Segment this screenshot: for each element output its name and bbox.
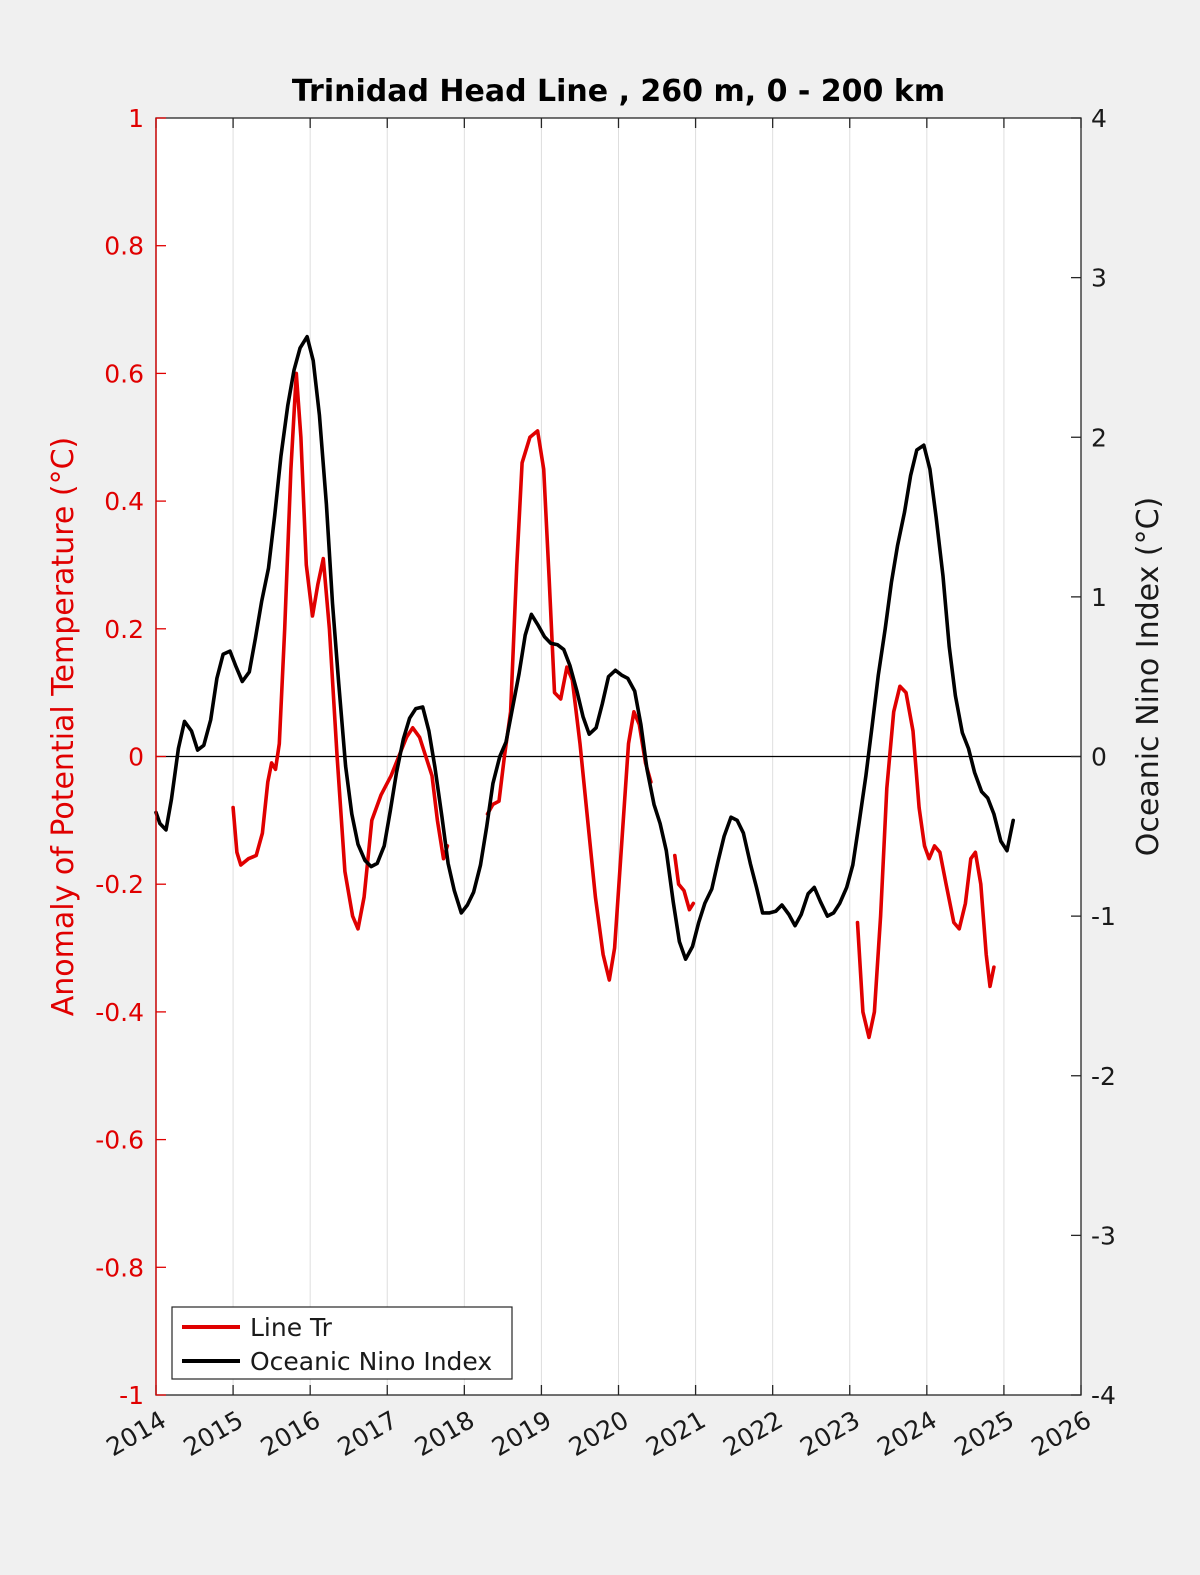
y-axis-left-label: Anomaly of Potential Temperature (°C) bbox=[46, 437, 81, 1016]
y-left-tick-label--1: -1 bbox=[119, 1381, 144, 1410]
y-right-tick-label-4: 4 bbox=[1091, 104, 1107, 133]
y-right-tick-label-2: 2 bbox=[1091, 423, 1107, 452]
series-line-line-tr-segment-2 bbox=[673, 853, 696, 912]
y-right-tick-label--1: -1 bbox=[1091, 902, 1116, 931]
y-right-tick-label-0: 0 bbox=[1091, 743, 1107, 772]
y-left-tick-label--0.6: -0.6 bbox=[95, 1126, 144, 1155]
y-left-tick-label--0.4: -0.4 bbox=[95, 998, 144, 1027]
series-layer bbox=[154, 334, 1015, 1040]
series-line-line-tr-segment-3 bbox=[855, 684, 996, 1040]
series-line-oni-segment-0 bbox=[154, 334, 1015, 961]
y-right-tick-label--4: -4 bbox=[1091, 1381, 1116, 1410]
y-left-tick-label-1: 1 bbox=[128, 104, 144, 133]
chart-title: Trinidad Head Line , 260 m, 0 - 200 km bbox=[292, 74, 945, 109]
y-axis-right-label: Oceanic Nino Index (°C) bbox=[1131, 497, 1166, 857]
y-left-tick-label--0.2: -0.2 bbox=[95, 870, 144, 899]
y-left-tick-label--0.8: -0.8 bbox=[95, 1253, 144, 1282]
y-right-tick-label-3: 3 bbox=[1091, 264, 1107, 293]
legend-label-line-tr: Line Tr bbox=[250, 1313, 333, 1342]
legend: Line Tr Oceanic Nino Index bbox=[171, 1306, 513, 1380]
y-right-tick-label-1: 1 bbox=[1091, 583, 1107, 612]
y-right-tick-label--2: -2 bbox=[1091, 1062, 1116, 1091]
y-left-tick-label-0.4: 0.4 bbox=[104, 487, 144, 516]
legend-box bbox=[171, 1306, 513, 1380]
y-left-tick-label-0.2: 0.2 bbox=[104, 615, 144, 644]
y-left-tick-label-0.6: 0.6 bbox=[104, 359, 144, 388]
y-left-tick-label-0: 0 bbox=[128, 743, 144, 772]
y-right-tick-label--3: -3 bbox=[1091, 1221, 1116, 1250]
series-line-line-tr-segment-0 bbox=[231, 371, 450, 931]
series-line-line-tr-segment-1 bbox=[485, 429, 653, 982]
legend-label-oni: Oceanic Nino Index bbox=[250, 1347, 492, 1376]
y-left-tick-label-0.8: 0.8 bbox=[104, 232, 144, 261]
